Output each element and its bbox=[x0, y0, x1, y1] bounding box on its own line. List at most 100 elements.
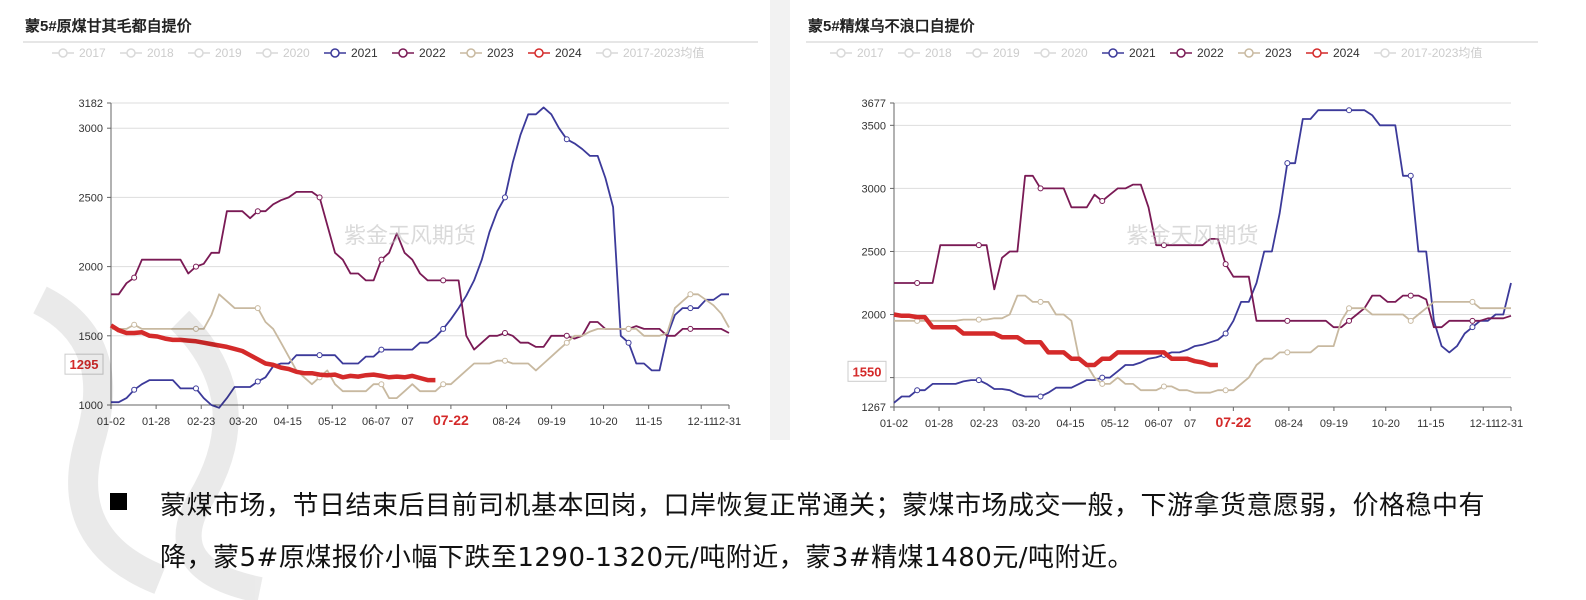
series-point-2021 bbox=[1037, 393, 1044, 400]
legend-marker bbox=[262, 48, 272, 58]
legend-marker bbox=[58, 48, 68, 58]
series-point-2023 bbox=[1284, 349, 1291, 356]
legend-label: 2022 bbox=[419, 46, 446, 60]
legend-item: 2024 bbox=[528, 46, 582, 60]
series-point-2021 bbox=[440, 325, 447, 332]
series-point-2021 bbox=[563, 136, 570, 143]
series-point-2021 bbox=[1469, 324, 1476, 331]
legend-item: 2021 bbox=[324, 46, 378, 60]
x-tick-label: 01-28 bbox=[142, 416, 170, 428]
y-tick-label: 1500 bbox=[79, 331, 103, 343]
legend-label: 2020 bbox=[1061, 46, 1088, 60]
watermark-text: 紫金天风期货 bbox=[1126, 223, 1258, 248]
x-tick-label: 11-15 bbox=[1417, 418, 1444, 430]
legend-label: 2021 bbox=[1129, 46, 1156, 60]
chart-title: 蒙5#精煤乌不浪口自提价 bbox=[808, 17, 976, 35]
legend-label: 2017 bbox=[79, 46, 106, 60]
series-line-2021 bbox=[111, 106, 729, 409]
series-point-2023 bbox=[625, 325, 632, 332]
legend-item: 2020 bbox=[256, 46, 310, 60]
series-point-2021 bbox=[687, 305, 694, 312]
legend-item: 2017-2023均值 bbox=[596, 45, 704, 60]
series-point-2022 bbox=[440, 277, 447, 284]
chart-panel-left: 蒙5#原煤甘其毛都自提价 2017 2018 2019 2020 2021 2022 2023… bbox=[0, 0, 770, 430]
series-point-2023 bbox=[687, 291, 694, 298]
legend-marker bbox=[466, 48, 476, 58]
legend-label: 2018 bbox=[925, 46, 952, 60]
legend-label: 2021 bbox=[351, 46, 378, 60]
series-point-2021 bbox=[501, 194, 508, 201]
chart-title: 蒙5#原煤甘其毛都自提价 bbox=[25, 17, 193, 35]
series-point-2021 bbox=[1407, 172, 1414, 179]
legend-marker bbox=[194, 48, 204, 58]
series-line-2024 bbox=[109, 323, 436, 383]
x-tick-label: 06-07 bbox=[362, 416, 390, 428]
series-line-2023 bbox=[894, 294, 1511, 394]
x-tick-label: 07 bbox=[402, 416, 414, 428]
series-point-2021 bbox=[625, 339, 632, 346]
x-tick-label: 05-12 bbox=[1101, 418, 1129, 430]
series-point-2021 bbox=[254, 378, 261, 385]
x-tick-label: 07 bbox=[1184, 418, 1196, 430]
legend-label: 2019 bbox=[215, 46, 242, 60]
series-point-2023 bbox=[563, 339, 570, 346]
series-point-2023 bbox=[501, 357, 508, 364]
legend-label: 2017-2023均值 bbox=[623, 45, 704, 60]
series-point-2022 bbox=[192, 263, 199, 270]
series-point-2021 bbox=[1346, 107, 1353, 114]
series-point-2023 bbox=[1037, 298, 1044, 305]
series-point-2023 bbox=[1469, 298, 1476, 305]
series-point-2022 bbox=[378, 256, 385, 263]
x-tick-label: 12-11 bbox=[688, 416, 715, 428]
legend-label: 2024 bbox=[1333, 46, 1360, 60]
legend-label: 2020 bbox=[283, 46, 310, 60]
legend-marker bbox=[398, 48, 408, 58]
y-tick-label: 3182 bbox=[79, 98, 103, 110]
series-point-2022 bbox=[1284, 317, 1291, 324]
series-point-2022 bbox=[563, 332, 570, 339]
series-point-2023 bbox=[975, 316, 982, 323]
legend-marker bbox=[330, 48, 340, 58]
x-tick-label: 04-15 bbox=[274, 416, 302, 428]
series-point-2022 bbox=[254, 208, 261, 215]
x-tick-label: 02-23 bbox=[187, 416, 215, 428]
x-tick-label: 05-12 bbox=[318, 416, 346, 428]
legend-marker bbox=[1040, 48, 1050, 58]
legend-marker bbox=[904, 48, 914, 58]
series-point-2021 bbox=[192, 385, 199, 392]
y-tick-label: 3500 bbox=[862, 120, 886, 132]
series-point-2023 bbox=[131, 321, 138, 328]
x-tick-label: 04-15 bbox=[1056, 418, 1084, 430]
series-point-2021 bbox=[1222, 330, 1229, 337]
legend-marker bbox=[972, 48, 982, 58]
series-point-2022 bbox=[687, 325, 694, 332]
watermark-text: 紫金天风期货 bbox=[344, 223, 476, 248]
x-tick-label: 07-22 bbox=[433, 412, 469, 428]
legend-marker bbox=[1176, 48, 1186, 58]
series-point-2022 bbox=[1407, 292, 1414, 299]
legend-item: 2019 bbox=[188, 46, 242, 60]
series-point-2022 bbox=[1222, 261, 1229, 268]
series-point-2021 bbox=[378, 346, 385, 353]
x-tick-label: 03-20 bbox=[1012, 418, 1040, 430]
y-tick-label: 1267 bbox=[862, 402, 886, 414]
y-tick-label: 2500 bbox=[862, 246, 886, 258]
y-tick-label: 3000 bbox=[862, 183, 886, 195]
current-value-badge: 1550 bbox=[847, 360, 887, 382]
current-value-box bbox=[847, 360, 887, 382]
legend-marker bbox=[836, 48, 846, 58]
series-point-2023 bbox=[1160, 383, 1167, 390]
legend-label: 2022 bbox=[1197, 46, 1224, 60]
legend-marker bbox=[1108, 48, 1118, 58]
legend-item: 2023 bbox=[1238, 46, 1292, 60]
legend-marker bbox=[1380, 48, 1390, 58]
x-tick-label: 10-20 bbox=[1372, 418, 1400, 430]
x-tick-label: 06-07 bbox=[1145, 418, 1173, 430]
series-line-2021 bbox=[893, 109, 1512, 404]
series-point-2023 bbox=[1407, 317, 1414, 324]
series-point-2021 bbox=[1284, 160, 1291, 167]
series-line-2024 bbox=[893, 312, 1218, 368]
series-point-2022 bbox=[1099, 198, 1106, 205]
series-point-2023 bbox=[1222, 387, 1229, 394]
y-tick-label: 1000 bbox=[79, 400, 103, 412]
